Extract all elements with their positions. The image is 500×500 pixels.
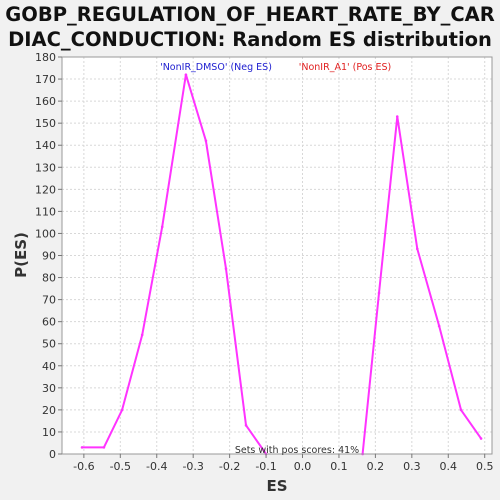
es-data-point [185, 73, 188, 76]
y-tick-label: 180 [35, 51, 56, 64]
y-tick-label: 150 [35, 117, 56, 130]
x-tick-label: 0.1 [330, 460, 348, 473]
y-tick-label: 90 [42, 250, 56, 263]
x-tick-label: -0.2 [219, 460, 240, 473]
y-tick-label: 140 [35, 139, 56, 152]
es-data-point [460, 409, 463, 412]
x-tick-label: -0.4 [146, 460, 167, 473]
es-data-point [81, 446, 84, 449]
es-data-point [245, 424, 248, 427]
es-data-point [480, 437, 483, 440]
x-tick-label: 0.2 [367, 460, 385, 473]
y-tick-label: 10 [42, 426, 56, 439]
es-data-point [103, 446, 106, 449]
es-data-point [416, 248, 419, 251]
x-axis-ticks: -0.6 -0.5 -0.4 -0.3 -0.2 -0.1 0.0 0.1 0.2 0.3 0.4 0… [73, 454, 493, 473]
legend-neg-label: 'NonIR_DMSO' (Neg ES) [160, 62, 272, 73]
x-tick-label: 0.3 [403, 460, 421, 473]
y-tick-label: 120 [35, 183, 56, 196]
y-tick-label: 100 [35, 227, 56, 240]
y-tick-label: 160 [35, 95, 56, 108]
y-tick-label: 110 [35, 205, 56, 218]
es-data-point [396, 115, 399, 118]
x-tick-label: -0.5 [110, 460, 131, 473]
y-tick-label: 70 [42, 294, 56, 307]
es-data-point [438, 325, 441, 328]
y-tick-label: 40 [42, 360, 56, 373]
y-tick-label: 30 [42, 382, 56, 395]
es-data-point [225, 267, 228, 270]
es-data-point [205, 140, 208, 143]
y-tick-label: 60 [42, 316, 56, 329]
es-data-point [141, 334, 144, 337]
y-tick-label: 130 [35, 161, 56, 174]
es-data-point [161, 226, 164, 229]
legend-pos-label: 'NonIR_A1' (Pos ES) [299, 62, 392, 73]
y-tick-label: 50 [42, 338, 56, 351]
y-axis-ticks: 0 10 20 30 40 50 60 70 80 90 100 110 120 130 140 150 160… [35, 51, 62, 461]
pos-scores-annotation: Sets with pos scores: 41% [235, 445, 359, 456]
x-tick-label: 0.4 [440, 460, 458, 473]
y-tick-label: 20 [42, 404, 56, 417]
x-tick-label: 0.5 [476, 460, 494, 473]
y-tick-label: 0 [49, 448, 56, 461]
x-tick-label: -0.1 [255, 460, 276, 473]
x-tick-label: -0.6 [73, 460, 94, 473]
x-axis-label: ES [266, 477, 287, 495]
y-tick-label: 170 [35, 73, 56, 86]
y-tick-label: 80 [42, 272, 56, 285]
x-tick-label: -0.3 [182, 460, 203, 473]
y-axis-label: P(ES) [12, 232, 30, 278]
es-data-point [378, 292, 381, 295]
es-data-point [121, 409, 124, 412]
x-tick-label: 0.0 [294, 460, 312, 473]
